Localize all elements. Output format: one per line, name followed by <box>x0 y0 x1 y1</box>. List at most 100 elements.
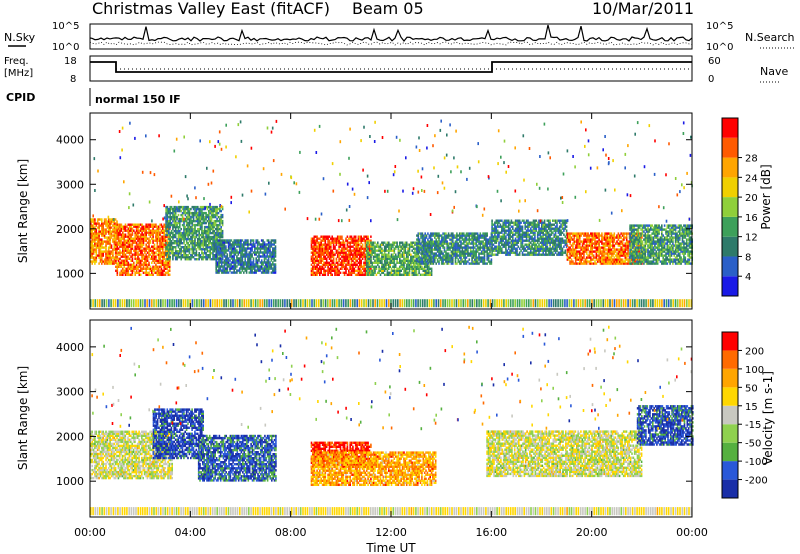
power-echo-cell <box>342 245 345 248</box>
power-echo-cell <box>199 207 202 211</box>
power-echo-cell <box>238 271 241 274</box>
nave-tick-top: 60 <box>708 56 721 67</box>
power-echo-cell <box>245 265 248 268</box>
power-echo-cell <box>400 259 402 262</box>
power-echo-cell <box>133 225 135 228</box>
power-echo-cell <box>206 256 209 259</box>
power-echo-cell <box>312 265 314 268</box>
power-echo-cell <box>249 251 252 254</box>
power-echo-cell <box>113 230 116 233</box>
power-echo-cell <box>319 251 321 254</box>
power-echo-cell <box>474 246 476 249</box>
power-echo-cell <box>169 205 171 209</box>
power-echo-cell <box>144 235 146 238</box>
power-echo-cell <box>117 263 120 266</box>
power-echo-cell <box>420 232 422 235</box>
power-echo-cell <box>157 261 160 264</box>
power-echo-cell <box>139 251 142 254</box>
power-echo-cell <box>90 242 92 245</box>
power-echo-cell <box>155 265 157 268</box>
power-echo-cell <box>160 243 163 246</box>
power-echo-cell <box>241 265 244 268</box>
power-echo-cell <box>364 249 367 252</box>
power-echo-cell <box>110 220 113 223</box>
power-echo-cell <box>119 265 121 268</box>
power-echo-cell <box>95 232 98 235</box>
power-echo-cell <box>180 205 182 209</box>
power-echo-cell <box>113 246 116 249</box>
power-echo-cell <box>241 267 244 270</box>
power-echo-cell <box>166 261 168 264</box>
power-echo-cell <box>328 235 331 238</box>
power-echo-cell <box>172 231 174 235</box>
power-echo-cell <box>134 225 136 228</box>
power-echo-cell <box>195 213 198 217</box>
power-echo-cell <box>514 247 517 250</box>
power-echo-cell <box>128 251 131 254</box>
power-echo-cell <box>195 219 198 223</box>
power-echo-cell <box>112 228 114 231</box>
power-echo-cell <box>354 261 357 264</box>
power-echo-cell <box>101 238 103 241</box>
power-echo-cell <box>141 269 143 272</box>
power-echo-cell <box>225 255 227 258</box>
power-echo-cell <box>331 235 333 238</box>
power-echo-cell <box>137 257 139 260</box>
power-echo-cell <box>187 209 189 213</box>
power-echo-cell <box>198 215 200 219</box>
power-echo-cell <box>195 207 198 211</box>
power-echo-cell <box>332 239 335 242</box>
power-echo-cell <box>319 247 321 250</box>
power-echo-cell <box>335 265 338 268</box>
power-echo-cell <box>90 230 92 233</box>
power-echo-cell <box>198 221 200 225</box>
power-echo-cell <box>225 267 227 270</box>
power-echo-cell <box>321 239 324 242</box>
power-echo-cell <box>341 241 343 244</box>
power-echo-cell <box>205 211 207 215</box>
power-echo-cell <box>149 257 152 260</box>
power-echo-cell <box>103 234 106 237</box>
power-echo-cell <box>316 271 318 274</box>
power-echo-cell <box>122 243 124 246</box>
power-echo-cell <box>92 228 95 231</box>
power-echo-cell <box>181 231 184 235</box>
power-echo-cell <box>164 263 167 266</box>
power-echo-cell <box>217 227 220 231</box>
power-echo-cell <box>223 263 226 266</box>
power-echo-cell <box>137 271 139 274</box>
power-echo-cell <box>336 269 339 272</box>
power-echo-cell <box>270 271 273 274</box>
power-echo-cell <box>113 222 116 225</box>
power-echo-cell <box>146 273 149 276</box>
power-echo-cell <box>192 211 195 215</box>
power-echo-cell <box>434 252 436 255</box>
power-echo-cell <box>220 263 223 266</box>
power-echo-cell <box>273 269 275 272</box>
power-echo-cell <box>321 247 324 250</box>
power-echo-cell <box>144 229 146 232</box>
power-echo-cell <box>198 244 200 247</box>
power-echo-cell <box>233 269 235 272</box>
power-echo-cell <box>251 269 253 272</box>
power-echo-cell <box>206 258 209 261</box>
power-echo-cell <box>219 267 222 270</box>
power-echo-cell <box>142 235 145 238</box>
power-echo-cell <box>180 250 182 253</box>
power-echo-cell <box>421 265 423 268</box>
power-echo-cell <box>151 271 153 274</box>
power-echo-cell <box>386 249 389 252</box>
power-echo-cell <box>180 248 182 251</box>
power-echo-cell <box>99 242 102 245</box>
power-echo-cell <box>99 250 102 253</box>
power-echo-cell <box>498 219 500 222</box>
power-echo-cell <box>370 257 372 260</box>
power-echo-cell <box>492 243 495 246</box>
power-echo-cell <box>258 241 260 244</box>
power-echo-cell <box>350 261 353 264</box>
power-echo-cell <box>102 252 104 255</box>
power-echo-cell <box>155 257 157 260</box>
power-echo-cell <box>227 261 230 264</box>
power-echo-cell <box>498 225 500 228</box>
power-echo-cell <box>173 235 176 239</box>
